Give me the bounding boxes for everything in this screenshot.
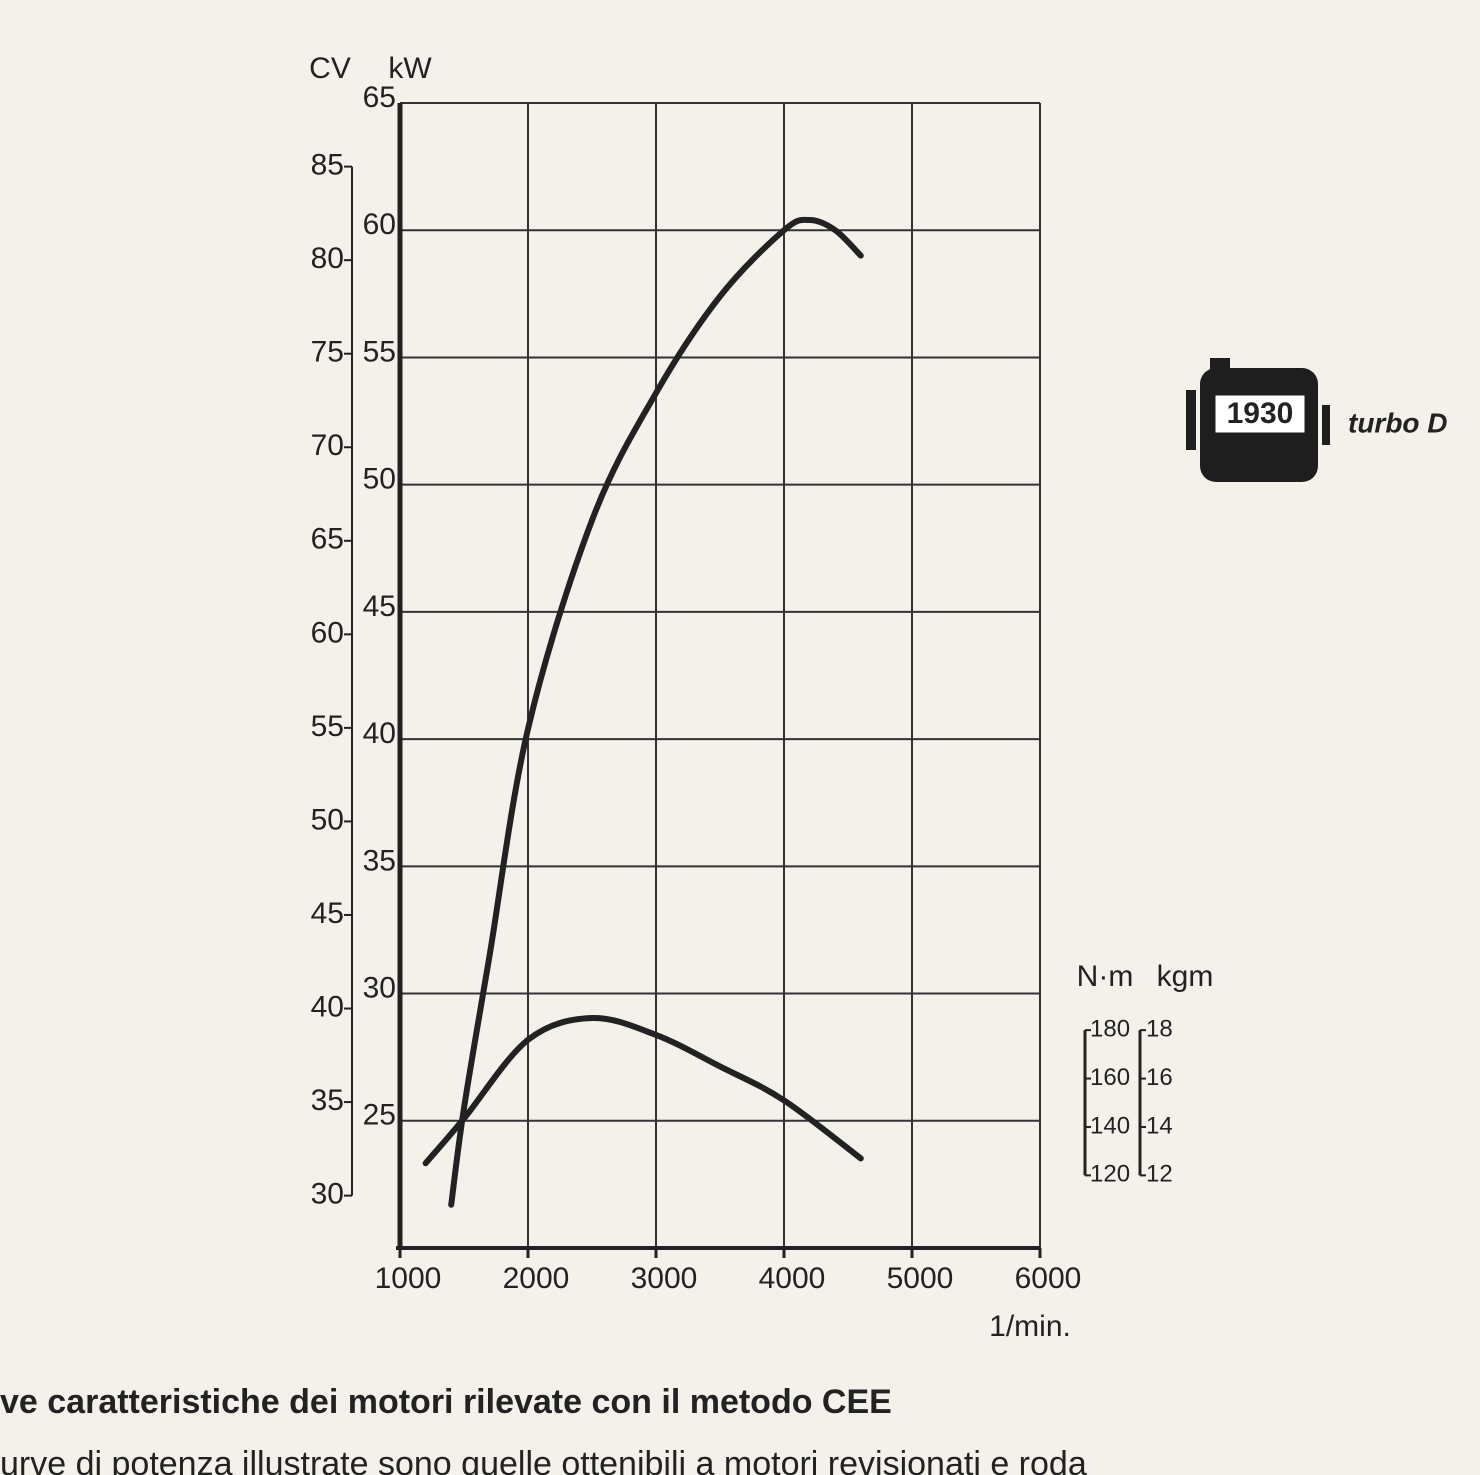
x-tick-label: 5000 bbox=[887, 1262, 954, 1295]
y-tick-label: 65 bbox=[363, 81, 396, 114]
y-tick-label: 40 bbox=[363, 717, 396, 750]
y2-tick-label: 40 bbox=[311, 990, 344, 1023]
y2-tick-label: 80 bbox=[311, 242, 344, 275]
y-tick-label: 55 bbox=[363, 335, 396, 368]
x-tick-label: 3000 bbox=[631, 1262, 698, 1295]
y-tick-label: 50 bbox=[363, 463, 396, 496]
y-tick-label: 25 bbox=[363, 1099, 396, 1132]
y2-tick-label: 75 bbox=[311, 336, 344, 369]
y-tick-label: 45 bbox=[363, 590, 396, 623]
y3-axis-label: N·m bbox=[1077, 960, 1134, 993]
series-line bbox=[422, 1015, 864, 1167]
y-axis-label: kW bbox=[388, 52, 432, 85]
y2-tick-label: 30 bbox=[311, 1178, 344, 1211]
x-tick-label: 6000 bbox=[1015, 1262, 1082, 1295]
badge-shape bbox=[1322, 405, 1330, 445]
badge-shape bbox=[1186, 390, 1196, 450]
y-tick-label: 30 bbox=[363, 971, 396, 1004]
y4-tick-label: 16 bbox=[1146, 1064, 1173, 1091]
y2-tick-label: 60 bbox=[311, 616, 344, 649]
y2-tick-label: 85 bbox=[311, 149, 344, 182]
y-tick-label: 60 bbox=[363, 208, 396, 241]
x-axis-label: 1/min. bbox=[989, 1310, 1071, 1343]
y-tick-label: 35 bbox=[363, 844, 396, 877]
y2-tick-label: 70 bbox=[311, 429, 344, 462]
y3-tick-label: 180 bbox=[1090, 1015, 1130, 1042]
y4-tick-label: 12 bbox=[1146, 1161, 1173, 1188]
caption-text: urve di potenza illustrate sono quelle o… bbox=[0, 1445, 1087, 1475]
x-tick-label: 1000 bbox=[375, 1262, 442, 1295]
y2-tick-label: 55 bbox=[311, 710, 344, 743]
series-line bbox=[448, 216, 864, 1208]
y2-axis-label: CV bbox=[309, 52, 351, 85]
y4-tick-label: 18 bbox=[1146, 1015, 1173, 1042]
y2-tick-label: 65 bbox=[311, 523, 344, 556]
badge-label: 1930 bbox=[1227, 397, 1294, 430]
badge-shape bbox=[1210, 358, 1230, 370]
x-tick-label: 4000 bbox=[759, 1262, 826, 1295]
badge-box bbox=[1212, 392, 1308, 436]
y3-tick-label: 160 bbox=[1090, 1064, 1130, 1091]
y3-tick-label: 140 bbox=[1090, 1112, 1130, 1139]
y2-tick-label: 45 bbox=[311, 897, 344, 930]
y4-axis-label: kgm bbox=[1157, 960, 1214, 993]
x-tick-label: 2000 bbox=[503, 1262, 570, 1295]
badge-text: turbo D bbox=[1348, 407, 1448, 438]
y2-tick-label: 35 bbox=[311, 1084, 344, 1117]
engine-badge: 1930 turbo D bbox=[1186, 358, 1448, 482]
caption-title: ve caratteristiche dei motori rilevate c… bbox=[0, 1383, 892, 1421]
y2-tick-label: 50 bbox=[311, 803, 344, 836]
y3-tick-label: 120 bbox=[1090, 1161, 1130, 1188]
y4-tick-label: 14 bbox=[1146, 1112, 1173, 1139]
